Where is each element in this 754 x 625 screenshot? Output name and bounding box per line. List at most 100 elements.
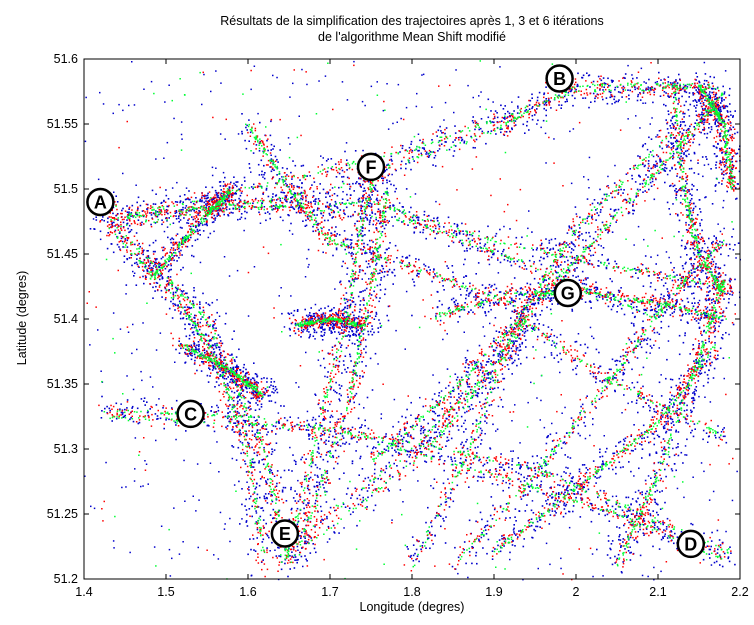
data-point xyxy=(589,235,591,238)
data-point xyxy=(341,198,344,200)
data-point xyxy=(662,523,664,526)
data-point xyxy=(409,434,412,437)
data-point xyxy=(162,256,164,258)
data-point xyxy=(566,487,568,490)
data-point xyxy=(721,99,723,101)
data-point xyxy=(586,72,588,74)
data-point xyxy=(341,435,344,437)
data-point xyxy=(454,460,457,462)
data-point xyxy=(453,457,456,459)
data-point xyxy=(461,244,464,247)
data-point xyxy=(465,359,467,362)
data-point xyxy=(486,520,489,523)
data-point xyxy=(472,146,475,149)
data-point xyxy=(345,441,348,444)
data-point xyxy=(231,338,234,340)
data-point xyxy=(197,214,199,216)
data-point xyxy=(670,147,673,149)
data-point xyxy=(285,196,287,199)
data-point xyxy=(614,101,616,104)
data-point xyxy=(711,301,713,304)
data-point xyxy=(556,499,559,502)
data-point xyxy=(502,349,505,351)
data-point xyxy=(541,247,544,250)
data-point xyxy=(457,321,459,323)
data-point xyxy=(511,460,514,462)
data-point xyxy=(640,340,643,342)
data-point xyxy=(352,436,355,439)
data-point xyxy=(414,552,416,555)
data-point xyxy=(602,77,605,79)
data-point xyxy=(583,421,585,424)
data-point xyxy=(180,269,182,271)
data-point xyxy=(515,236,518,239)
data-point xyxy=(178,250,180,253)
data-point xyxy=(678,334,681,337)
data-point xyxy=(342,503,345,505)
data-point xyxy=(677,446,679,448)
data-point xyxy=(303,211,306,214)
data-point xyxy=(546,247,549,249)
data-point xyxy=(654,310,656,312)
data-point xyxy=(421,147,424,149)
data-point xyxy=(126,246,129,248)
data-point xyxy=(159,278,161,281)
data-point xyxy=(220,195,223,197)
data-point xyxy=(353,190,355,192)
data-point xyxy=(318,415,320,418)
data-point xyxy=(497,379,499,382)
data-point xyxy=(681,314,683,317)
data-point xyxy=(683,409,686,412)
data-point xyxy=(116,201,119,203)
data-point xyxy=(500,120,503,122)
data-point xyxy=(216,371,218,374)
data-point xyxy=(535,270,537,272)
data-point xyxy=(563,508,566,510)
data-point xyxy=(344,248,346,251)
data-point xyxy=(651,347,653,349)
data-point xyxy=(611,280,613,283)
data-point xyxy=(265,481,268,483)
data-point xyxy=(494,349,497,352)
data-point xyxy=(533,277,536,280)
data-point xyxy=(470,404,473,406)
data-point xyxy=(232,399,235,402)
data-point xyxy=(440,455,443,457)
data-point xyxy=(464,411,466,414)
data-point xyxy=(307,502,309,504)
data-point xyxy=(506,259,509,262)
data-point xyxy=(689,285,692,288)
data-point xyxy=(548,523,551,525)
data-point xyxy=(198,224,201,226)
data-point xyxy=(345,347,348,349)
data-point xyxy=(548,239,551,242)
data-point xyxy=(443,460,446,462)
data-point xyxy=(240,213,243,215)
data-point xyxy=(538,299,540,302)
data-point xyxy=(703,330,705,333)
data-point xyxy=(663,91,666,93)
data-point xyxy=(559,352,561,355)
data-point xyxy=(272,208,275,210)
data-point xyxy=(571,94,574,97)
data-point xyxy=(342,437,345,439)
data-point xyxy=(202,309,205,312)
data-point xyxy=(582,246,585,249)
data-point xyxy=(478,344,481,347)
data-point xyxy=(592,375,595,378)
data-point xyxy=(520,310,523,312)
data-point xyxy=(687,141,690,143)
data-point xyxy=(632,209,634,212)
data-point xyxy=(284,562,286,565)
data-point xyxy=(398,453,401,455)
data-point xyxy=(520,318,523,321)
data-point xyxy=(531,114,534,117)
data-point xyxy=(527,467,530,470)
data-point xyxy=(254,550,257,552)
data-point xyxy=(642,179,645,182)
data-point xyxy=(360,207,362,210)
data-point xyxy=(409,454,411,456)
data-point xyxy=(183,194,186,196)
data-point xyxy=(343,212,345,214)
data-point xyxy=(154,290,156,292)
